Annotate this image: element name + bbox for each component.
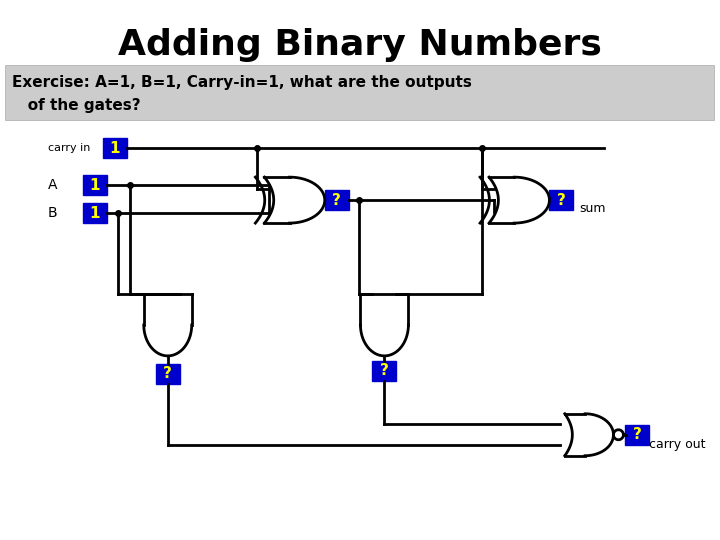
Text: ?: ? (557, 193, 566, 207)
Text: A: A (48, 178, 58, 192)
FancyBboxPatch shape (103, 138, 127, 158)
Text: 1: 1 (109, 141, 120, 156)
Text: B: B (48, 206, 58, 220)
Text: ?: ? (633, 427, 642, 442)
FancyBboxPatch shape (83, 203, 107, 223)
Text: carry in: carry in (48, 143, 90, 153)
Text: ?: ? (163, 366, 172, 381)
Text: 1: 1 (89, 178, 100, 193)
Text: 1: 1 (89, 206, 100, 220)
FancyBboxPatch shape (156, 364, 180, 384)
FancyBboxPatch shape (325, 190, 348, 210)
FancyBboxPatch shape (83, 175, 107, 195)
Text: Exercise: A=1, B=1, Carry-in=1, what are the outputs: Exercise: A=1, B=1, Carry-in=1, what are… (12, 75, 472, 90)
FancyBboxPatch shape (372, 361, 397, 381)
FancyBboxPatch shape (626, 425, 649, 445)
Text: sum: sum (580, 201, 606, 214)
Text: of the gates?: of the gates? (12, 98, 140, 113)
Text: ?: ? (333, 193, 341, 207)
Text: carry out: carry out (649, 438, 706, 451)
FancyBboxPatch shape (5, 65, 714, 120)
Text: Adding Binary Numbers: Adding Binary Numbers (117, 28, 601, 62)
Text: ?: ? (380, 363, 389, 379)
FancyBboxPatch shape (549, 190, 573, 210)
